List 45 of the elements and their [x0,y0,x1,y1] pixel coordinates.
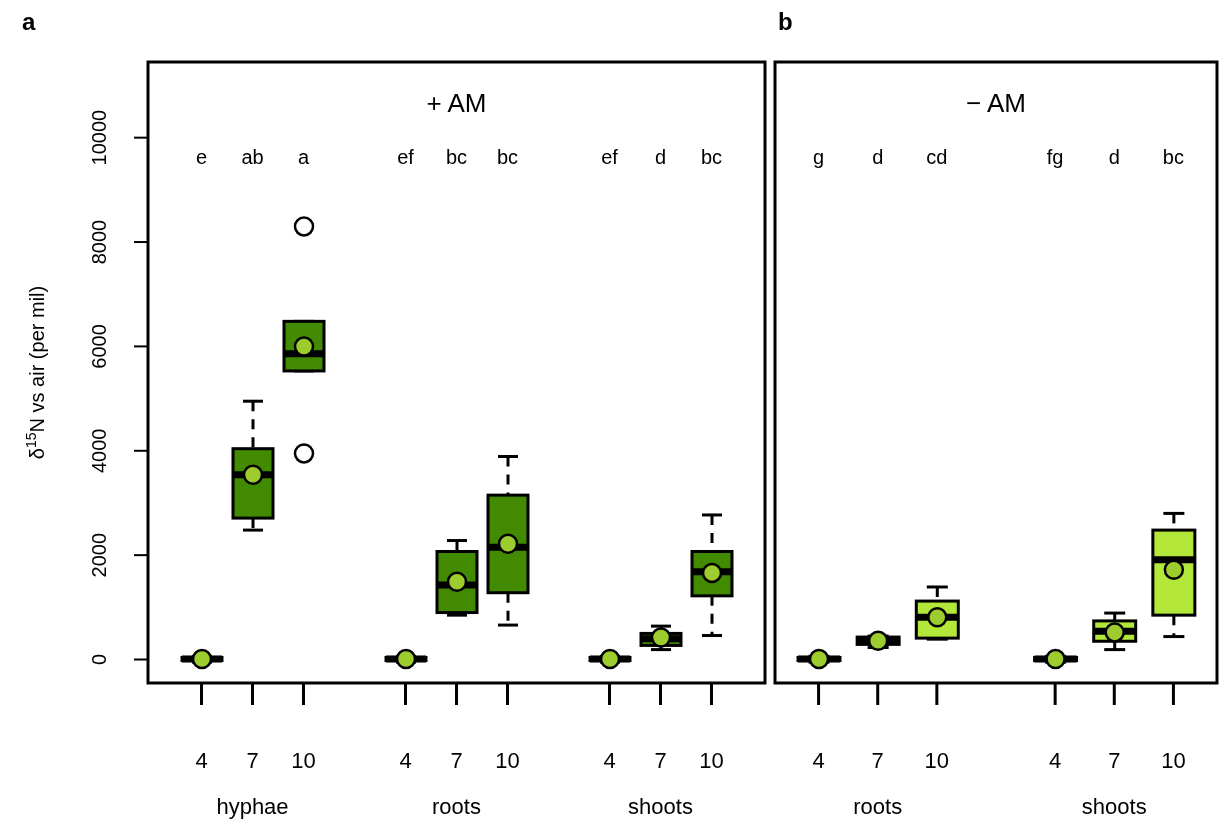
text: shoots [628,794,693,819]
annotation: ef [397,145,415,168]
chart-title: a [22,8,36,35]
annotation: bc [700,145,723,168]
x-tick-label: 10 [291,748,316,773]
x-tick-label: 10 [924,748,950,773]
annotation: d [872,145,884,168]
x-tick-label: 10 [495,748,520,773]
x-tick-label: 10 [1161,748,1186,773]
x-tick-label: 4 [1049,748,1062,773]
x-tick-label: 10 [699,748,724,773]
x-tick-label: 7 [246,748,259,773]
text: shoots [1081,794,1147,819]
text: − AM [966,88,1026,118]
text: hyphae [216,794,289,819]
text: roots [853,794,903,819]
annotation: cd [926,145,948,168]
annotation: bc [1162,145,1184,168]
x-tick-label: 4 [399,748,412,773]
text: + AM [426,88,487,118]
y-tick-label: 2000 [88,532,110,578]
y-tick-label: 10000 [88,109,110,166]
annotation: g [813,145,825,168]
x-tick-label: 7 [654,748,667,773]
y-tick-label: 6000 [88,324,110,369]
x-tick-label: 7 [450,748,463,773]
x-tick-label: 7 [871,748,884,773]
x-tick-label: 4 [603,748,616,773]
annotation: d [1108,145,1120,168]
annotation: ab [241,145,264,168]
annotation: fg [1046,145,1064,168]
y-tick-label: 8000 [88,219,110,265]
annotation: bc [496,145,519,168]
chart-title: b [778,8,793,35]
x-tick-label: 4 [195,748,208,773]
text: roots [432,794,481,819]
annotation: ef [601,145,619,168]
annotation: bc [445,145,468,168]
annotation: e [195,145,208,168]
annotation: d [654,145,667,168]
y-tick-label: 0 [88,653,110,666]
annotation: a [297,145,310,168]
y-tick-label: 4000 [88,428,110,474]
x-tick-label: 4 [812,748,825,773]
x-tick-label: 7 [1108,748,1121,773]
